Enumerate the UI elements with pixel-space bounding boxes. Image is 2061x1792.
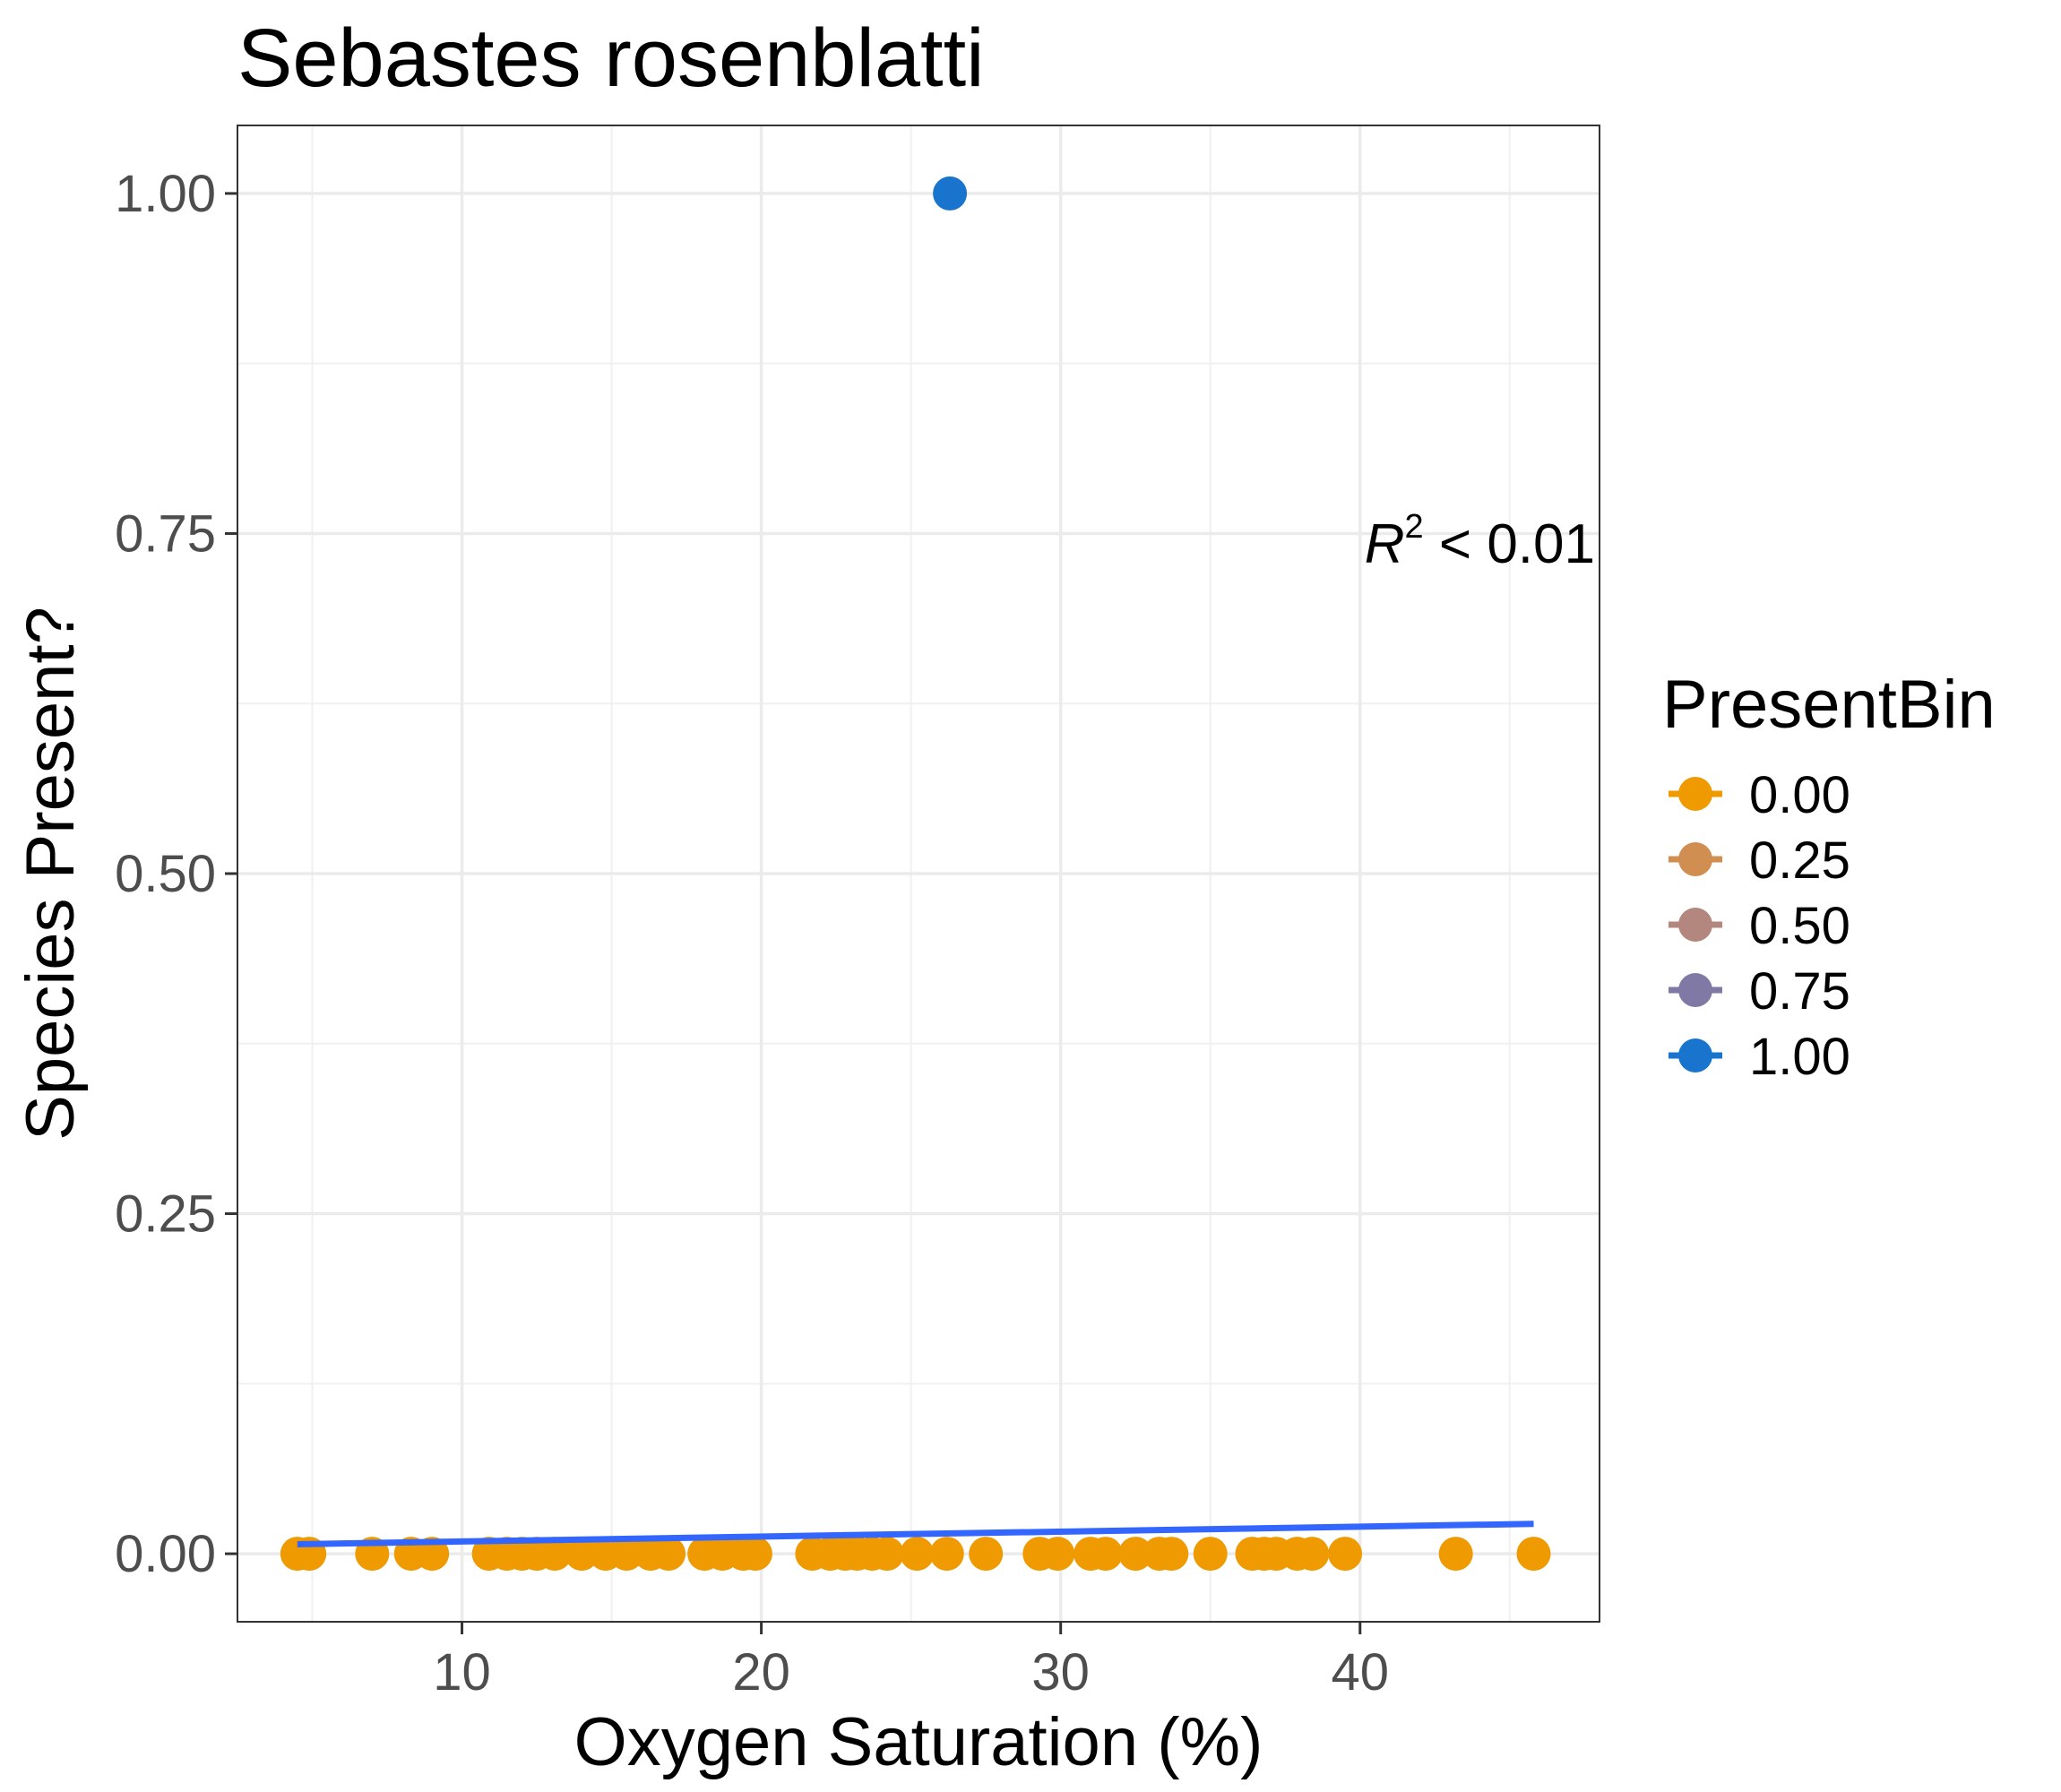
legend-item: 0.25 bbox=[1669, 831, 1850, 890]
legend-item: 1.00 bbox=[1669, 1028, 1850, 1086]
legend-items: 0.00 0.25 0.50 0.75 1.00 bbox=[1669, 766, 1850, 1086]
data-point bbox=[1088, 1537, 1123, 1572]
x-tick-label: 30 bbox=[1031, 1643, 1090, 1702]
legend-label: 0.25 bbox=[1749, 831, 1850, 890]
data-point bbox=[737, 1537, 772, 1572]
fit-line bbox=[297, 1521, 1534, 1547]
legend-label: 0.75 bbox=[1749, 962, 1850, 1021]
x-tick-label: 20 bbox=[732, 1643, 790, 1702]
data-point bbox=[651, 1537, 686, 1572]
annotation-r-letter: R bbox=[1365, 513, 1405, 575]
fit-line-layer bbox=[297, 1521, 1534, 1547]
data-point bbox=[1438, 1537, 1473, 1572]
data-point bbox=[1516, 1537, 1551, 1572]
data-point bbox=[1040, 1537, 1075, 1572]
x-tick-label: 40 bbox=[1331, 1643, 1389, 1702]
y-tick-label: 0.50 bbox=[115, 845, 216, 903]
data-point bbox=[1118, 1537, 1153, 1572]
data-point bbox=[1154, 1537, 1189, 1572]
legend-key-point bbox=[1678, 908, 1712, 942]
chart-title: Sebastes rosenblatti bbox=[237, 13, 985, 104]
y-tick-label: 0.00 bbox=[115, 1525, 216, 1583]
legend-title: PresentBin bbox=[1662, 667, 1996, 743]
data-point bbox=[929, 1537, 964, 1572]
annotation-r-exponent: 2 bbox=[1405, 508, 1424, 546]
legend-key-point bbox=[1678, 1038, 1712, 1073]
legend-label: 0.00 bbox=[1749, 766, 1850, 824]
legend-item: 0.50 bbox=[1669, 897, 1850, 955]
legend-key-point bbox=[1678, 777, 1712, 811]
data-point bbox=[933, 176, 968, 211]
data-points bbox=[280, 176, 1551, 1572]
data-point bbox=[609, 1537, 644, 1572]
legend-key-point bbox=[1678, 842, 1712, 876]
y-tick-label: 0.75 bbox=[115, 504, 216, 563]
data-point bbox=[1328, 1537, 1363, 1572]
annotation-r-squared: R2 < 0.01 bbox=[1365, 508, 1595, 575]
axis-ticks: 10 20 30 40 0.00 0.25 0.50 0.75 1.00 bbox=[115, 165, 1389, 1702]
y-tick-label: 0.25 bbox=[115, 1185, 216, 1244]
legend-item: 0.00 bbox=[1669, 766, 1850, 824]
annotation-r-value: < 0.01 bbox=[1424, 513, 1595, 575]
x-axis-title: Oxygen Saturation (%) bbox=[574, 1704, 1263, 1780]
data-point bbox=[1295, 1537, 1330, 1572]
legend-label: 1.00 bbox=[1749, 1028, 1850, 1086]
y-tick-label: 1.00 bbox=[115, 165, 216, 223]
y-axis-title: Species Present? bbox=[13, 607, 89, 1141]
data-point bbox=[900, 1537, 935, 1572]
data-point bbox=[1193, 1537, 1228, 1572]
legend-key-point bbox=[1678, 973, 1712, 1007]
legend: PresentBin 0.00 0.25 0.50 0.75 1.00 bbox=[1662, 667, 1996, 1086]
data-point bbox=[538, 1537, 573, 1572]
data-point bbox=[969, 1537, 1004, 1572]
data-point bbox=[869, 1537, 904, 1572]
legend-label: 0.50 bbox=[1749, 897, 1850, 955]
legend-item: 0.75 bbox=[1669, 962, 1850, 1021]
data-point bbox=[565, 1537, 599, 1572]
x-tick-label: 10 bbox=[433, 1643, 491, 1702]
